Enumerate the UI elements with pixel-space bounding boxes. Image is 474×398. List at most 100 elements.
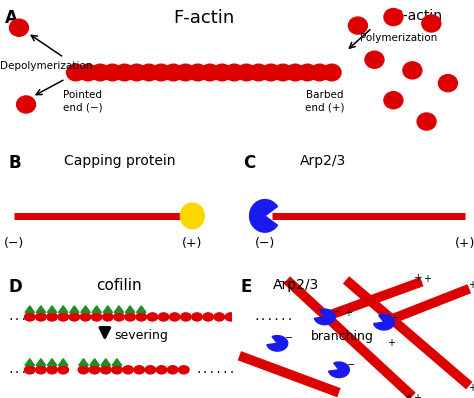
Circle shape [36, 366, 46, 374]
Circle shape [417, 113, 436, 130]
Polygon shape [47, 359, 57, 365]
Text: Depolymerization: Depolymerization [0, 61, 92, 71]
Circle shape [214, 313, 225, 321]
Text: branching: branching [310, 330, 374, 343]
Polygon shape [103, 306, 113, 312]
Circle shape [438, 75, 457, 92]
Circle shape [237, 313, 247, 321]
Circle shape [115, 64, 134, 81]
Polygon shape [137, 306, 146, 312]
Circle shape [310, 64, 329, 81]
Text: cofilin: cofilin [96, 278, 141, 293]
Polygon shape [114, 306, 124, 312]
Text: −: − [285, 333, 293, 343]
Polygon shape [47, 306, 57, 312]
Circle shape [17, 96, 36, 113]
Text: +: + [468, 280, 474, 290]
Circle shape [102, 313, 113, 321]
Wedge shape [250, 199, 277, 232]
Circle shape [112, 366, 122, 374]
Circle shape [164, 64, 182, 81]
Circle shape [114, 313, 124, 321]
Text: B: B [9, 154, 21, 172]
Circle shape [136, 313, 146, 321]
Circle shape [181, 313, 191, 321]
Polygon shape [90, 359, 100, 365]
Circle shape [125, 313, 136, 321]
Polygon shape [79, 359, 88, 365]
Text: Polymerization: Polymerization [360, 33, 438, 43]
Circle shape [78, 366, 89, 374]
Circle shape [145, 366, 155, 374]
Circle shape [156, 366, 167, 374]
Text: ......: ...... [7, 365, 47, 375]
Circle shape [140, 64, 158, 81]
Circle shape [179, 366, 189, 374]
Polygon shape [92, 306, 101, 312]
Polygon shape [25, 306, 35, 312]
Circle shape [158, 313, 169, 321]
Circle shape [201, 64, 219, 81]
Circle shape [170, 313, 180, 321]
Text: ......: ...... [254, 312, 294, 322]
Text: −: − [346, 359, 355, 369]
Circle shape [192, 313, 202, 321]
Text: Capping protein: Capping protein [64, 154, 175, 168]
Circle shape [403, 62, 422, 79]
Circle shape [298, 64, 317, 81]
Circle shape [47, 366, 57, 374]
Polygon shape [25, 359, 35, 365]
Circle shape [58, 313, 68, 321]
Circle shape [176, 64, 195, 81]
Circle shape [79, 64, 97, 81]
Circle shape [237, 64, 256, 81]
Text: Arp2/3: Arp2/3 [273, 278, 319, 292]
Circle shape [323, 64, 341, 81]
Circle shape [181, 203, 204, 229]
Text: severing: severing [114, 329, 168, 342]
Circle shape [69, 313, 80, 321]
Circle shape [152, 64, 171, 81]
Circle shape [103, 64, 122, 81]
Text: ......: ...... [7, 312, 47, 322]
Text: +: + [345, 308, 352, 318]
Circle shape [36, 313, 46, 321]
Circle shape [91, 64, 109, 81]
Circle shape [213, 64, 231, 81]
Text: (−): (−) [4, 237, 24, 250]
Polygon shape [36, 359, 46, 365]
Circle shape [167, 366, 178, 374]
Text: +: + [468, 383, 474, 393]
Text: Pointed
end (−): Pointed end (−) [63, 90, 103, 112]
Circle shape [422, 15, 441, 32]
Polygon shape [70, 306, 79, 312]
Circle shape [91, 313, 102, 321]
Text: +: + [413, 393, 421, 398]
Wedge shape [314, 309, 335, 325]
Circle shape [134, 366, 145, 374]
Polygon shape [81, 306, 90, 312]
Circle shape [286, 64, 304, 81]
Wedge shape [267, 336, 288, 351]
Circle shape [90, 366, 100, 374]
Text: +: + [423, 274, 430, 284]
Circle shape [225, 64, 244, 81]
Polygon shape [125, 306, 135, 312]
Circle shape [203, 313, 213, 321]
Polygon shape [36, 306, 46, 312]
Polygon shape [58, 359, 68, 365]
Text: G-actin: G-actin [392, 8, 442, 23]
Circle shape [365, 51, 384, 68]
Circle shape [128, 64, 146, 81]
Circle shape [384, 92, 403, 109]
Text: +: + [404, 392, 411, 398]
Circle shape [123, 366, 133, 374]
Text: D: D [9, 278, 22, 296]
Circle shape [80, 313, 91, 321]
Circle shape [189, 64, 207, 81]
Circle shape [384, 8, 403, 25]
Text: −: − [393, 312, 401, 323]
Circle shape [262, 64, 280, 81]
Polygon shape [101, 359, 110, 365]
Text: A: A [5, 8, 18, 27]
